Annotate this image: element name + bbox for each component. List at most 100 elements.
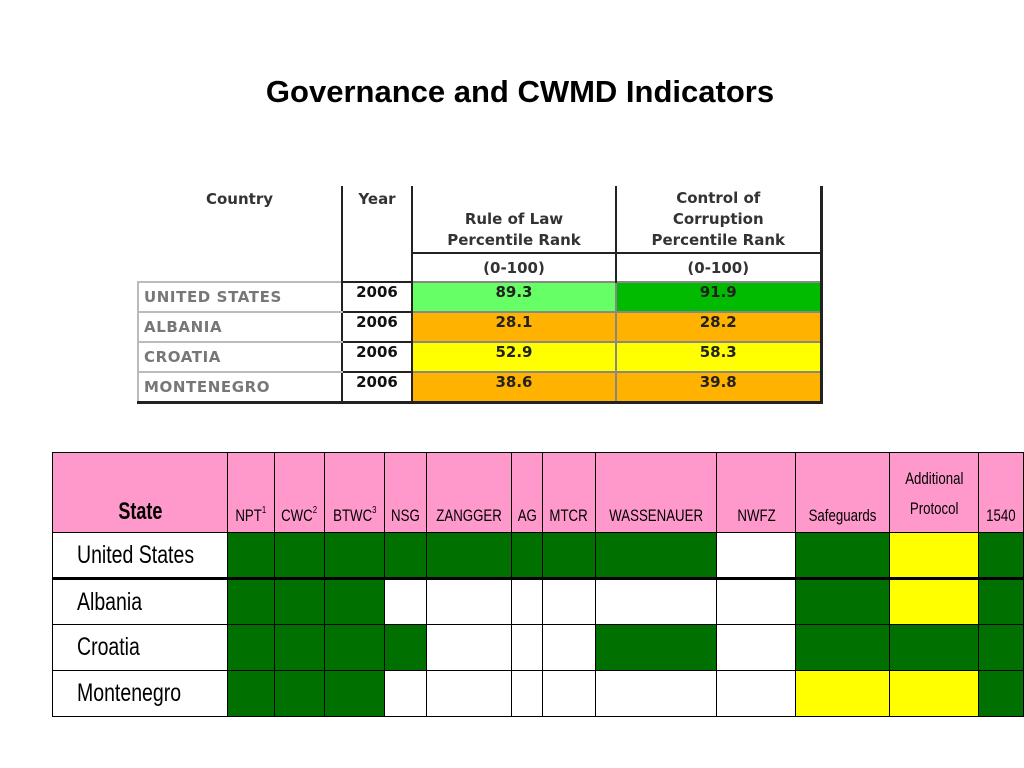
control-of-corruption-cell: 39.8: [615, 371, 823, 404]
status-cell: [426, 578, 513, 625]
status-cell: [323, 670, 386, 717]
status-cell: [594, 624, 718, 671]
status-cell: [384, 624, 428, 671]
header-rule-of-law-line1: Rule of Law: [464, 210, 564, 228]
status-cell: [716, 532, 797, 580]
governance-row: ALBANIA 2006 28.1 28.2: [137, 311, 823, 343]
header-safeguards: Safeguards: [795, 452, 891, 533]
header-label-text: Safeguards: [808, 506, 877, 525]
header-label: ZANGGER: [436, 506, 502, 526]
country-cell: UNITED STATES: [137, 281, 343, 313]
header-mtcr: MTCR: [541, 452, 596, 533]
header-label: BTWC3: [333, 505, 376, 526]
year-cell: 2006: [342, 311, 413, 343]
header-year: Year: [342, 186, 413, 282]
status-cell: [795, 578, 891, 625]
status-cell: [541, 532, 596, 580]
status-cell: [541, 578, 596, 625]
header-rule-of-law-line2: Percentile Rank: [447, 231, 581, 249]
state-name-cell: United States: [51, 532, 229, 580]
control-of-corruption-cell: 91.9: [615, 281, 823, 313]
status-cell: [384, 670, 428, 717]
header-label-text: NSG: [391, 506, 421, 525]
header-state-label: State: [118, 498, 163, 525]
header-label: CWC2: [281, 505, 317, 526]
header-label-text: 1540: [986, 506, 1016, 525]
slide-title: Governance and CWMD Indicators: [265, 74, 775, 109]
header-ag: AG: [511, 452, 543, 533]
state-name-cell: Croatia: [51, 624, 229, 671]
status-cell: [384, 532, 428, 580]
rule-of-law-cell: 38.6: [411, 371, 617, 404]
state-name-cell: Montenegro: [51, 670, 229, 717]
status-cell: [978, 578, 1024, 625]
footnote-marker: 3: [371, 505, 377, 516]
state-name: Albania: [77, 587, 143, 616]
header-1540: 1540: [978, 452, 1024, 533]
header-label: NPT1: [235, 505, 266, 526]
header-cwc: CWC2: [273, 452, 325, 533]
status-cell: [889, 670, 980, 717]
state-name-cell: Albania: [51, 578, 229, 625]
year-cell: 2006: [342, 341, 413, 373]
status-cell: [273, 578, 325, 625]
governance-row: CROATIA 2006 52.9 58.3: [137, 341, 823, 373]
status-cell: [716, 578, 797, 625]
status-cell: [541, 624, 596, 671]
status-cell: [795, 532, 891, 580]
cwmd-row: Montenegro: [51, 670, 1024, 717]
header-coc-range: (0-100): [616, 253, 823, 282]
rule-of-law-cell: 89.3: [411, 281, 617, 313]
cwmd-row: United States: [51, 532, 1024, 580]
status-cell: [541, 670, 596, 717]
header-label: MTCR: [550, 506, 588, 526]
status-cell: [511, 670, 543, 717]
footnote-marker: 2: [312, 505, 318, 516]
status-cell: [323, 532, 386, 580]
governance-table-wrap: Country Year Rule of Law Percentile Rank…: [137, 186, 823, 404]
header-nwfz: NWFZ: [716, 452, 797, 533]
header-rule-of-law-range: (0-100): [412, 253, 617, 282]
status-cell: [227, 578, 275, 625]
country-cell: CROATIA: [137, 341, 343, 373]
year-cell: 2006: [342, 281, 413, 313]
cwmd-row: Albania: [51, 578, 1024, 625]
header-nsg: NSG: [384, 452, 428, 533]
header-label: WASSENAUER: [609, 506, 703, 526]
header-label: NSG: [391, 506, 420, 526]
status-cell: [978, 670, 1024, 717]
header-wassenauer: WASSENAUER: [594, 452, 718, 533]
state-name: United States: [77, 540, 195, 569]
status-cell: [323, 624, 386, 671]
status-cell: [426, 532, 513, 580]
governance-row: MONTENEGRO 2006 38.6 39.8: [137, 371, 823, 404]
cwmd-table: State NPT1 CWC2 BTWC3 NSG ZANGGER AG MTCR WASSE…: [51, 452, 1024, 717]
status-cell: [889, 532, 980, 580]
status-cell: [323, 578, 386, 625]
header-rule-of-law: Rule of Law Percentile Rank: [412, 186, 617, 254]
header-label: Safeguards: [809, 506, 877, 526]
status-cell: [273, 532, 325, 580]
header-additional-protocol-word: Additional: [905, 469, 964, 488]
state-name: Montenegro: [77, 679, 182, 707]
header-label: 1540: [986, 506, 1016, 526]
country-cell: MONTENEGRO: [137, 371, 343, 404]
state-name: Croatia: [77, 633, 140, 661]
status-cell: [795, 624, 891, 671]
header-additional-protocol: Additional Protocol: [889, 452, 980, 533]
status-cell: [426, 670, 513, 717]
status-cell: [227, 624, 275, 671]
status-cell: [889, 578, 980, 625]
header-label-text: NWFZ: [737, 506, 776, 525]
header-label-text: AG: [517, 506, 537, 525]
rule-of-law-cell: 52.9: [411, 341, 617, 373]
header-additional-protocol-word: Protocol: [909, 499, 959, 518]
cwmd-row: Croatia: [51, 624, 1024, 671]
control-of-corruption-cell: 58.3: [615, 341, 823, 373]
header-label: AG: [517, 506, 536, 526]
status-cell: [511, 578, 543, 625]
status-cell: [716, 624, 797, 671]
control-of-corruption-cell: 28.2: [615, 311, 823, 343]
status-cell: [594, 532, 718, 580]
status-cell: [889, 624, 980, 671]
